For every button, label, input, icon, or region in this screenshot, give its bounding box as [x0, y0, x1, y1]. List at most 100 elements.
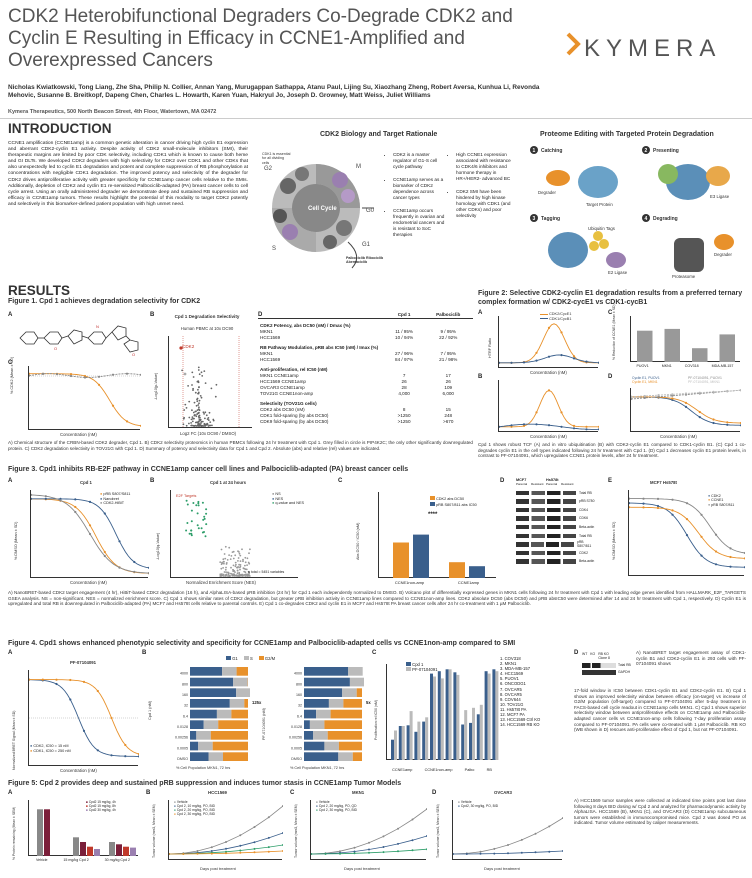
cell-line-item: 10. TOV21G [500, 701, 524, 707]
gene-point [244, 571, 247, 574]
fig4a-title: PF-07104091 [70, 660, 97, 665]
tumor-curve [310, 848, 428, 855]
fig5-panel-c-label: C [290, 790, 295, 796]
gene-point [226, 559, 229, 561]
protein-point [205, 424, 208, 426]
svg-text:3: 3 [533, 216, 536, 222]
table-section-head: Selectivity (TOV21G cells) [260, 401, 317, 406]
table-cell: 6,000 [442, 391, 454, 396]
cdk2-curve-point [125, 420, 129, 423]
cdk1-curve-point [41, 678, 44, 681]
fig3e-legend: ● CDK2 ● CCNE1 ● pRB S807/811 [708, 494, 735, 507]
tumor-curve [452, 817, 564, 855]
protein-point [197, 369, 200, 371]
fig5c-title: MKN1 [352, 790, 365, 795]
cdk1-curve-point [111, 373, 115, 376]
dose-label: 4000 [180, 672, 188, 676]
legend-item: Cpd 2, 10 mg/kg, PO, BID [176, 804, 216, 809]
gene-point [223, 571, 226, 573]
bar [94, 849, 100, 856]
e2f-gene-point [202, 518, 205, 521]
e2f-gene-point [190, 532, 193, 535]
table-cell: 26 [401, 379, 407, 384]
blot-label: Beta-actin [579, 525, 595, 530]
cyclin-e1-puov1 [630, 396, 742, 426]
protein-point [197, 388, 199, 391]
protein-point [193, 424, 195, 427]
gene-point [239, 560, 242, 562]
pip4k2c-point [183, 372, 187, 376]
fig3-title: Figure 3. Cpd1 inhibits RB-E2F pathway i… [8, 466, 409, 473]
pf-mkn1-point [684, 392, 688, 395]
gene-point [241, 548, 243, 551]
bar-cpd1 [469, 722, 472, 760]
stack-segment [349, 677, 365, 687]
fig3b-title: Cpd 1 at 24 hours [210, 480, 247, 485]
svg-text:G0: G0 [366, 208, 375, 214]
protein-point [182, 417, 185, 420]
fig2c-categories: PUOV1 MKN1 COV318 MDA-MB-157 [630, 364, 740, 368]
gene-point [226, 575, 229, 577]
e2f-gene-point [201, 531, 204, 534]
cell-line-item: 2. MKN1 [500, 661, 517, 667]
bio-bullets-left: CDK2 is a master regulator of G1-S cell … [387, 152, 445, 238]
bar [664, 328, 680, 362]
cat-label: COV318 [684, 364, 699, 368]
fig1c-ylabel: % CDK2 (Mean ± SD) [10, 356, 14, 394]
protein-point [196, 421, 198, 424]
gene-point [247, 573, 249, 576]
tumor-curve [310, 835, 428, 855]
legend-item: NES [275, 496, 284, 501]
svg-text:N: N [96, 324, 99, 329]
protein-point [208, 411, 211, 414]
prb-curve-point [685, 502, 689, 505]
pf-mkn1-point [657, 394, 660, 397]
table-cell: 27 / 96% [395, 351, 414, 356]
protein-point [198, 406, 200, 409]
fig3b-xlabel: Normalized Enrichment Score (NES) [186, 580, 256, 585]
protein-point [198, 409, 201, 412]
protein-point [201, 425, 203, 427]
gene-point [222, 558, 225, 561]
bar-pf [472, 707, 475, 760]
nanobret-curve-point [88, 500, 92, 503]
bio-bullet: CCNE1amp serves as a biomarker of CDK2 d… [393, 177, 445, 201]
legend-item: CDK2-HiBiT [103, 501, 125, 506]
bar-cpd1 [430, 673, 433, 760]
fig4c-bar-chart [386, 664, 499, 760]
legend-item: Cpd 2, 30 mg/kg, PO, BID [318, 808, 358, 813]
legend-item: CDK2 [711, 494, 721, 498]
gene-point [230, 566, 232, 569]
cell-line-item: 8. OVCAR5 [500, 691, 522, 697]
fig1d-table: Cpd 1 Palbociclib CDK2 Potency, abs DC50 (… [258, 312, 473, 425]
e2f-gene-point [196, 512, 199, 515]
cyclin-e1-mkn1-point [712, 418, 715, 421]
cat-label: 30 mg/kg Cpd 2 [104, 858, 131, 862]
blot-col: KO [590, 652, 596, 656]
protein-point [194, 391, 197, 394]
cdk1-curve-point [597, 428, 601, 431]
tumor-curve [310, 808, 428, 855]
fig4b2-svg: 4000 800 160 32 6.4 0.0128 0.00256 0.0005 DMSO [289, 667, 365, 761]
protein-point [203, 413, 205, 415]
protein-point [209, 421, 212, 423]
prb-curve-point [671, 498, 674, 501]
prb-curve-point [627, 497, 631, 500]
table-row: Selectivity (TOV21G cells) [258, 397, 473, 407]
fig3-panel-b-label: B [150, 478, 155, 484]
blot-label: pRB S807/811 [576, 540, 592, 549]
cdk1-curve-point [547, 355, 551, 358]
cdk2-curve-point [27, 372, 31, 375]
stack-segment [190, 667, 223, 676]
fig3-panel-a-label: A [8, 478, 13, 484]
gene-point [219, 561, 222, 563]
gene-point [236, 575, 238, 577]
cdk2-curve-point [560, 331, 563, 334]
fig2b-svg [497, 389, 601, 431]
blot-band [516, 542, 574, 547]
prb-curve-point [656, 497, 660, 500]
cdk1-curve-point [41, 372, 45, 375]
cdk1-curve-point [125, 372, 129, 375]
ccne1-curve-point [743, 557, 747, 560]
fig3b-svg [185, 499, 251, 577]
